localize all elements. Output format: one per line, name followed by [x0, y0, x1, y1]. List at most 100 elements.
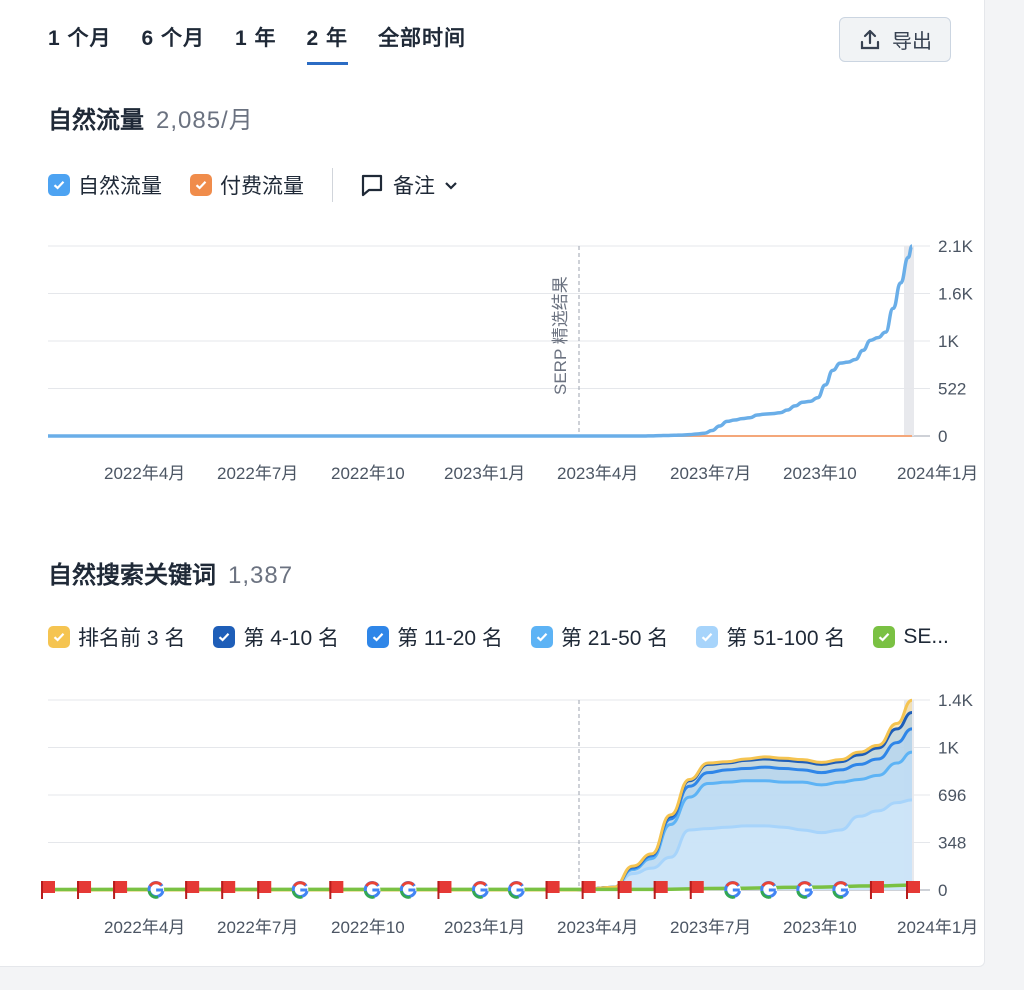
area-top-3-line: [48, 698, 913, 892]
flag-body: [545, 881, 560, 893]
x-tick-label: 2023年4月: [557, 918, 638, 937]
flag-body: [869, 881, 884, 893]
notes-label: 备注: [393, 175, 435, 198]
flag-marker-icon: [77, 881, 92, 899]
x-tick-label: 2023年4月: [557, 464, 638, 483]
google-green: [760, 890, 772, 899]
google-red: [725, 881, 739, 887]
flag-body: [581, 881, 596, 893]
flag-pole: [906, 881, 908, 899]
flag-body: [906, 881, 920, 893]
flag-marker-icon: [221, 881, 236, 899]
flag-marker-icon: [906, 881, 920, 899]
chevron-down-icon: [445, 182, 457, 190]
flag-body: [437, 881, 452, 893]
x-tick-label: 2023年1月: [444, 464, 525, 483]
area-51-100-fill: [48, 799, 912, 890]
x-tick-label: 2023年7月: [670, 464, 751, 483]
legend-51-100[interactable]: 第 51-100 名: [696, 622, 845, 652]
x-tick-label: 2022年4月: [104, 918, 185, 937]
google-marker-icon: [724, 881, 742, 899]
y-tick-label: 696: [938, 786, 966, 805]
legend-label: 第 4-10 名: [243, 627, 340, 650]
google-green: [472, 890, 483, 899]
legend-top-3[interactable]: 排名前 3 名: [48, 622, 185, 652]
flag-pole: [185, 881, 188, 899]
google-marker-icon: [508, 881, 525, 899]
time-range-tabs: 1 个月 6 个月 1 年 2 年 全部时间: [48, 22, 496, 65]
google-red: [293, 881, 307, 887]
flag-pole: [77, 881, 80, 899]
flag-marker-icon: [329, 881, 344, 899]
x-tick-label: 2024年1月: [897, 918, 978, 937]
flag-marker-icon: [545, 881, 560, 899]
legend-paid-traffic[interactable]: 付费流量: [190, 170, 304, 200]
google-marker-icon: [832, 881, 850, 899]
google-red: [365, 881, 379, 887]
annotation-label: SERP 精选结果: [551, 276, 570, 395]
tab-all-time[interactable]: 全部时间: [378, 27, 467, 50]
notes-dropdown[interactable]: 备注: [359, 170, 459, 200]
x-tick-label: 2024年1月: [897, 464, 978, 483]
y-tick-label: 2.1K: [938, 237, 974, 256]
y-tick-label: 1.6K: [938, 285, 974, 304]
legend-organic-traffic[interactable]: 自然流量: [48, 170, 162, 200]
flag-pole: [689, 881, 692, 899]
checkbox-icon: [48, 174, 70, 196]
x-tick-label: 2023年1月: [444, 918, 525, 937]
tab-2-years[interactable]: 2 年: [306, 22, 349, 65]
traffic-chart: 2.1K 1.6K 1K 522 0 2022年4月 2022年7月 2022年10 2023年…: [48, 237, 978, 483]
x-tick-label: 2023年10: [783, 464, 857, 483]
flag-pole: [257, 881, 260, 899]
google-red: [833, 881, 848, 887]
x-tick-label: 2022年4月: [104, 464, 185, 483]
keywords-legend: 排名前 3 名 第 4-10 名 第 11-20 名 第 21-50 名 第 5…: [48, 622, 977, 652]
checkbox-icon: [190, 174, 212, 196]
checkbox-icon: [213, 626, 236, 648]
flag-body: [329, 881, 344, 893]
export-label: 导出: [892, 31, 932, 53]
checkbox-icon: [367, 626, 390, 648]
google-green: [363, 890, 375, 899]
tab-1-year[interactable]: 1 年: [235, 27, 277, 50]
traffic-title: 自然流量 2,085/月: [48, 100, 254, 135]
flag-pole: [869, 881, 872, 899]
flag-body: [77, 881, 92, 893]
y-tick-label: 1K: [938, 332, 959, 351]
google-marker-icon: [472, 881, 489, 899]
legend-4-10[interactable]: 第 4-10 名: [213, 622, 339, 652]
flag-marker-icon: [185, 881, 200, 899]
traffic-title-text: 自然流量: [48, 107, 144, 134]
flag-pole: [329, 881, 332, 899]
flag-marker-icon: [257, 881, 272, 899]
flag-pole: [581, 881, 584, 899]
flag-pole: [545, 881, 548, 899]
flag-body: [617, 881, 632, 893]
legend-21-50[interactable]: 第 21-50 名: [530, 622, 668, 652]
export-button[interactable]: 导出: [839, 17, 951, 62]
x-tick-label: 2023年7月: [670, 918, 751, 937]
tab-1-month[interactable]: 1 个月: [48, 27, 112, 50]
tab-6-months[interactable]: 6 个月: [141, 27, 206, 50]
flag-pole: [653, 881, 656, 899]
traffic-value: 2,085/月: [156, 107, 254, 134]
y-tick-label: 348: [938, 834, 966, 853]
comment-icon: [361, 174, 383, 197]
flag-pole: [437, 881, 440, 899]
flag-pole: [113, 881, 116, 899]
google-green: [508, 890, 519, 899]
checkbox-icon: [530, 626, 553, 648]
flag-marker-icon: [437, 881, 452, 899]
legend-label: 第 11-20 名: [397, 627, 503, 650]
y-tick-label: 522: [938, 380, 966, 399]
google-marker-icon: [147, 881, 165, 899]
google-red: [473, 881, 487, 887]
legend-serp-features[interactable]: SE...: [873, 625, 949, 649]
flag-pole: [41, 881, 43, 899]
current-period-band: [904, 246, 914, 436]
flag-marker-icon: [581, 881, 596, 899]
google-marker-icon: [796, 881, 814, 899]
legend-11-20[interactable]: 第 11-20 名: [367, 622, 503, 652]
flag-marker-icon: [113, 881, 128, 899]
flag-pole: [617, 881, 620, 899]
